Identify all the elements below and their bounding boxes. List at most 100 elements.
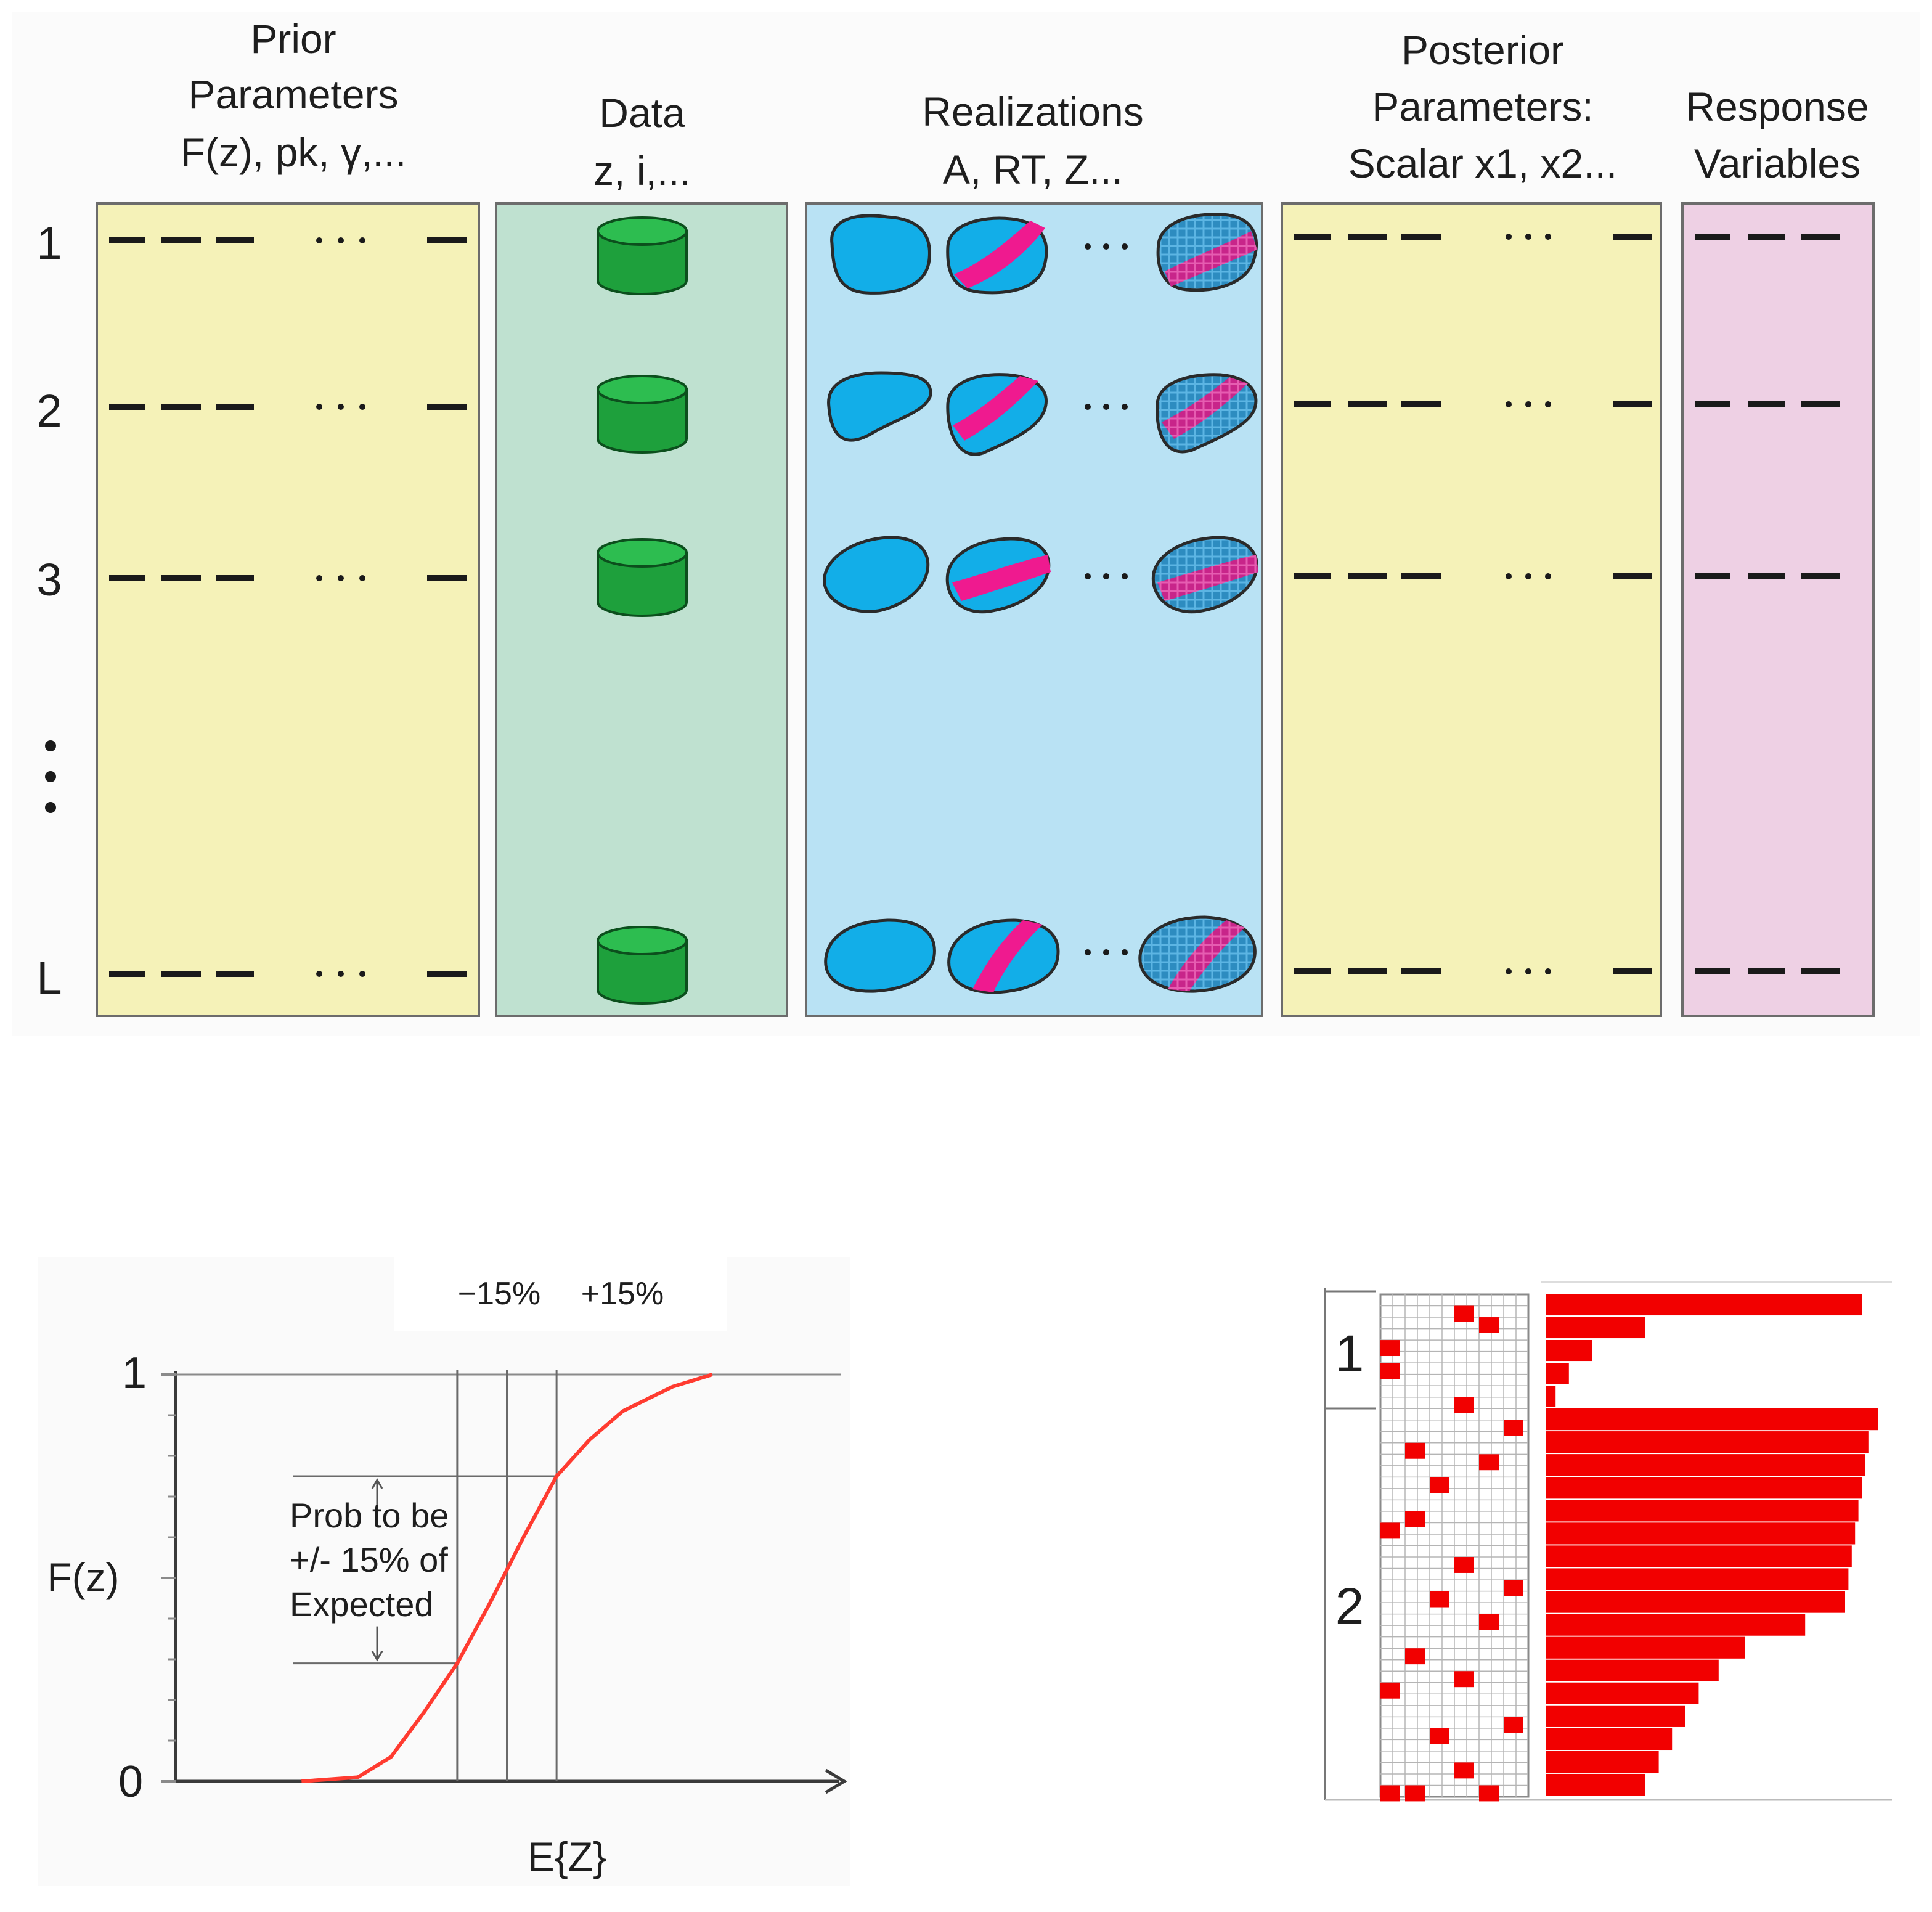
row-label-1: 1 <box>36 218 62 269</box>
realization-blob-icon <box>830 214 931 295</box>
grid-mark <box>1380 1522 1400 1539</box>
response-header: Response Variables <box>1685 84 1869 186</box>
posterior-row-1 <box>1294 234 1652 240</box>
sorted-bars <box>1546 1294 1878 1796</box>
row-label-3: 3 <box>36 554 62 605</box>
grid-mark <box>1380 1682 1400 1699</box>
realization-blob-icon <box>827 371 932 442</box>
group2-bar <box>1546 1591 1845 1613</box>
prior-header: Prior Parameters F(z), pk, γ,... <box>181 16 407 175</box>
prior-row-L <box>109 971 467 977</box>
prior-row-1 <box>109 237 467 243</box>
group2-bar <box>1546 1500 1859 1522</box>
grid-mark <box>1405 1442 1425 1459</box>
group1-bar <box>1546 1340 1592 1362</box>
group1-bar <box>1546 1386 1556 1407</box>
group-label-1: 1 <box>1335 1325 1364 1383</box>
probability-span-arrows <box>371 1477 383 1662</box>
response-variable-rows <box>1695 234 1840 974</box>
realization-blob-banded-icon <box>946 216 1048 295</box>
data-header-line2: z, i,... <box>593 148 691 194</box>
probability-annotation: Prob to be +/- 15% of Expected <box>290 1496 449 1624</box>
group2-bar <box>1546 1454 1865 1476</box>
group2-bar <box>1546 1705 1685 1727</box>
group2-bar <box>1546 1659 1719 1681</box>
group2-bar <box>1546 1751 1659 1773</box>
group2-bar <box>1546 1522 1856 1545</box>
group2-bar <box>1546 1682 1699 1704</box>
data-cylinders <box>597 216 688 1005</box>
data-header-line1: Data <box>599 90 685 136</box>
row-label-2: 2 <box>36 385 62 436</box>
grid-mark <box>1430 1728 1449 1744</box>
grid-mark <box>1479 1454 1499 1471</box>
minus-15-label: −15% <box>458 1276 540 1312</box>
data-cylinder-icon <box>597 375 688 454</box>
realization-rows <box>823 213 1258 994</box>
grid-mark <box>1454 1671 1474 1688</box>
down-arrow-icon <box>371 1650 383 1662</box>
realizations-header: Realizations A, RT, Z... <box>922 89 1144 192</box>
grid-mark <box>1380 1785 1400 1802</box>
realization-blob-hatched-icon <box>1151 536 1258 614</box>
realization-blob-hatched-icon <box>1156 373 1258 454</box>
response-panel <box>1681 202 1875 1017</box>
grid-mark <box>1479 1614 1499 1630</box>
grid-mark <box>1405 1511 1425 1527</box>
y-axis-label: F(z) <box>47 1555 119 1600</box>
grid-mark <box>1454 1397 1474 1413</box>
prior-header-line2: Parameters <box>188 71 398 117</box>
grid-mark <box>1504 1717 1523 1733</box>
posterior-header-line3: Scalar x1, x2... <box>1348 141 1618 186</box>
prior-row-2 <box>109 404 467 410</box>
grid-mark <box>1504 1580 1523 1596</box>
row-ellipsis-vertical <box>45 740 56 813</box>
posterior-row-3 <box>1294 573 1652 579</box>
group1-bar <box>1546 1363 1569 1384</box>
data-header: Data z, i,... <box>593 90 691 194</box>
data-cylinder-icon <box>597 538 688 617</box>
grid-mark <box>1405 1785 1425 1802</box>
prior-header-line3: F(z), pk, γ,... <box>181 129 407 175</box>
posterior-header-line2: Parameters: <box>1372 84 1593 129</box>
group2-bar <box>1546 1545 1852 1567</box>
response-header-line1: Response <box>1685 84 1869 129</box>
prior-row-3 <box>109 575 467 581</box>
plus-15-label: +15% <box>581 1276 664 1312</box>
data-cylinder-icon <box>597 216 688 295</box>
group2-bar <box>1546 1728 1673 1751</box>
x-axis-arrow-icon <box>825 1768 847 1794</box>
group2-bar <box>1546 1408 1878 1431</box>
posterior-parameter-rows <box>1294 234 1652 974</box>
annotation-line-3: Expected <box>290 1585 434 1624</box>
group2-bar <box>1546 1568 1849 1590</box>
response-header-line2: Variables <box>1694 141 1861 186</box>
cdf-curve <box>301 1373 713 1783</box>
grid-mark <box>1430 1591 1449 1608</box>
grid-mark <box>1454 1305 1474 1322</box>
realization-blob-banded-icon <box>945 537 1051 614</box>
annotation-line-1: Prob to be <box>290 1496 449 1535</box>
grid-mark <box>1405 1648 1425 1665</box>
group2-bar <box>1546 1614 1806 1636</box>
realizations-header-line2: A, RT, Z... <box>943 147 1123 192</box>
grid-mark <box>1380 1340 1400 1357</box>
grid-mark <box>1380 1363 1400 1379</box>
workflow-diagram: Prior Parameters F(z), pk, γ,... Data z,… <box>12 12 1920 1036</box>
realization-row-L <box>824 915 1257 994</box>
realizations-header-line1: Realizations <box>922 89 1144 134</box>
realization-blob-hatched-icon <box>1156 213 1258 292</box>
group-label-2: 2 <box>1335 1577 1364 1635</box>
prior-header-line1: Prior <box>250 16 336 62</box>
cdf-chart: −15% +15% 1 0 F(z) E{Z} Prob to be +/- 1… <box>38 1257 850 1886</box>
realization-blob-banded-icon <box>946 373 1048 456</box>
annotation-line-2: +/- 15% of <box>290 1540 448 1579</box>
realization-blob-icon <box>824 918 936 993</box>
posterior-header: Posterior Parameters: Scalar x1, x2... <box>1348 27 1618 186</box>
group1-bar <box>1546 1317 1645 1339</box>
grid-bar-panel: 1 2 <box>1322 1281 1894 1804</box>
grid-mark <box>1430 1477 1449 1493</box>
y-tick-0-label: 0 <box>118 1757 143 1807</box>
prior-parameter-rows <box>109 237 467 977</box>
